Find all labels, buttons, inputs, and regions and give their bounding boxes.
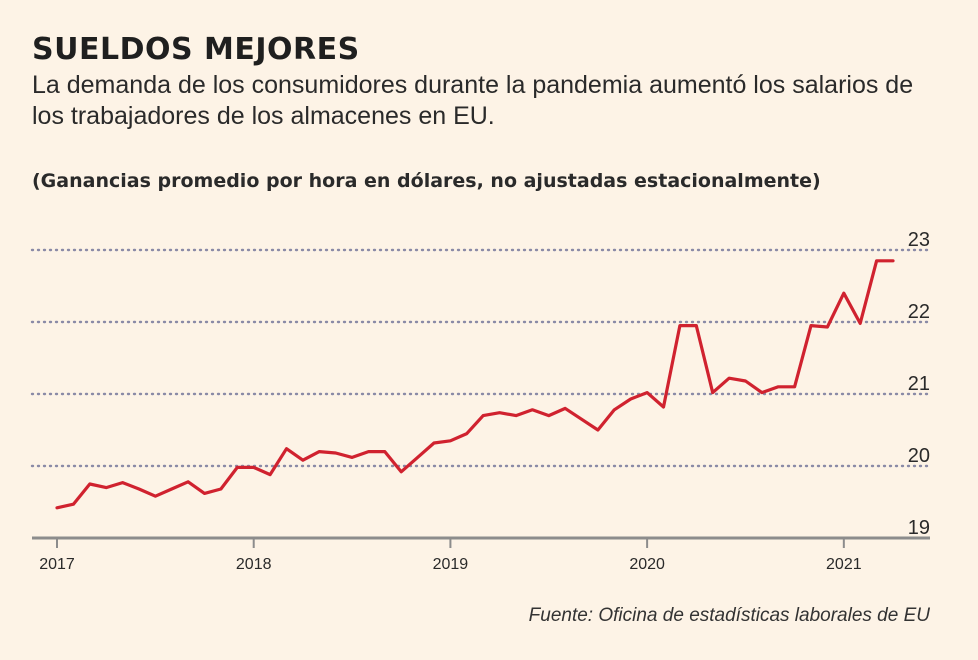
x-tick-label: 2021 <box>826 556 862 573</box>
data-point <box>219 487 223 491</box>
data-point <box>186 480 190 483</box>
x-tick-label: 2020 <box>629 556 665 573</box>
data-point <box>154 495 157 498</box>
units-note: (Ganancias promedio por hora en dólares,… <box>32 170 821 192</box>
data-point <box>842 292 845 295</box>
data-point <box>891 259 895 262</box>
data-point <box>678 324 682 327</box>
data-point <box>367 450 370 453</box>
x-tick-label: 2017 <box>39 556 75 573</box>
x-tick-label: 2019 <box>433 556 469 573</box>
x-tick-label: 2018 <box>236 556 272 573</box>
data-point <box>449 439 452 442</box>
y-tick-label: 21 <box>908 373 930 395</box>
data-point <box>236 466 239 469</box>
data-point <box>88 482 92 486</box>
y-tick-label: 22 <box>908 301 930 323</box>
data-point <box>105 486 108 489</box>
data-point <box>662 405 665 409</box>
data-point <box>695 324 698 327</box>
data-point <box>498 411 501 414</box>
data-point <box>268 473 272 476</box>
data-point <box>170 487 173 491</box>
data-point <box>859 322 862 325</box>
data-point <box>383 450 386 453</box>
data-point <box>252 466 255 469</box>
data-point <box>744 379 747 383</box>
data-point <box>613 408 616 411</box>
series-line <box>55 259 895 510</box>
data-point <box>285 447 288 450</box>
data-point <box>514 414 518 417</box>
data-point <box>72 503 75 506</box>
data-point <box>350 456 354 459</box>
y-tick-label: 20 <box>908 445 930 467</box>
data-point <box>203 492 206 495</box>
data-point <box>121 481 124 484</box>
chart-subtitle: La demanda de los consumidores durante l… <box>32 71 914 130</box>
data-point <box>465 432 468 435</box>
data-point <box>318 450 321 453</box>
data-point <box>547 414 550 417</box>
data-point <box>809 324 813 327</box>
data-point <box>711 391 714 394</box>
data-point <box>400 470 403 473</box>
data-point <box>826 325 829 329</box>
data-point <box>564 407 567 410</box>
data-point <box>137 487 141 491</box>
data-point <box>645 391 649 394</box>
data-point <box>334 451 337 455</box>
data-point <box>482 414 485 417</box>
data-point <box>596 428 600 432</box>
data-point <box>793 385 796 388</box>
data-point <box>727 377 731 380</box>
data-point <box>875 259 878 262</box>
data-point <box>760 391 764 394</box>
y-tick-label: 23 <box>908 229 930 251</box>
chart-title: SUELDOS MEJORES <box>32 32 360 67</box>
data-point <box>301 459 305 462</box>
data-point <box>416 456 419 459</box>
data-point <box>629 397 632 401</box>
data-point <box>777 385 780 388</box>
data-point <box>580 418 583 421</box>
y-tick-label: 19 <box>908 517 930 539</box>
data-point <box>432 441 436 445</box>
source-note: Fuente: Oficina de estadísticas laborale… <box>528 605 930 626</box>
data-point <box>531 408 534 411</box>
data-point <box>55 506 59 509</box>
